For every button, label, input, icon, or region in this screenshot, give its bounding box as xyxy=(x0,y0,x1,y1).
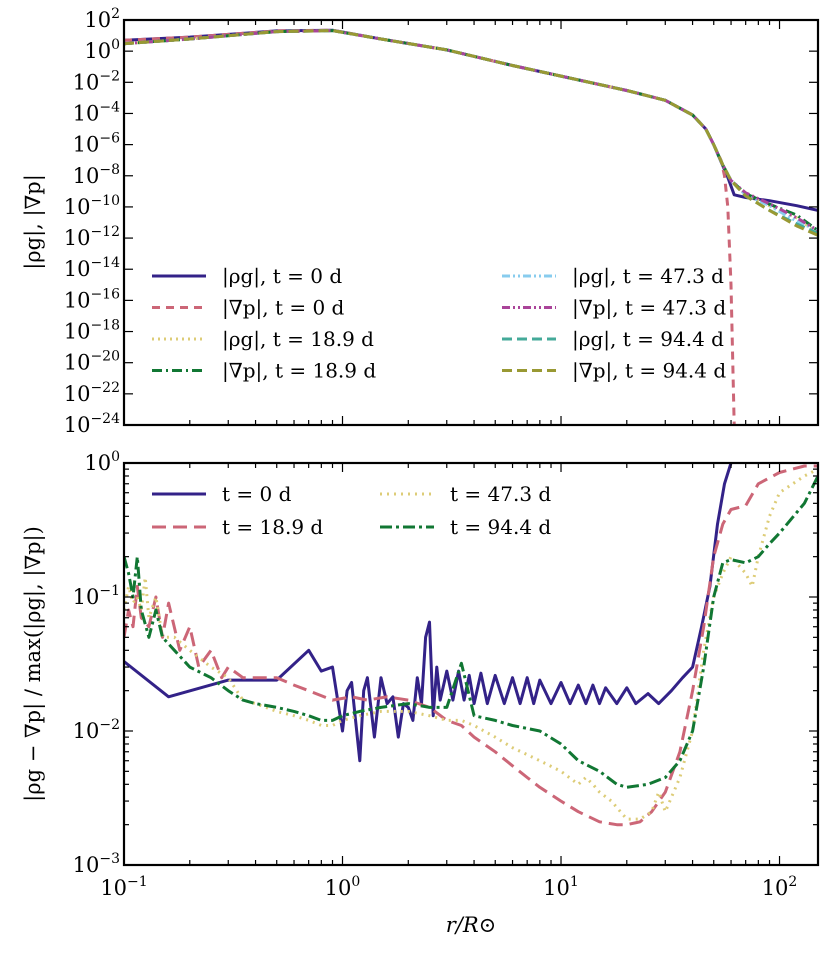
top-ytick-label: 10−22 xyxy=(64,380,120,406)
top-series-line-6 xyxy=(124,29,818,235)
top-legend-label: |ρg|, t = 47.3 d xyxy=(572,264,724,289)
bottom-xtick-label: 102 xyxy=(762,874,798,900)
bottom-xtick-label: 100 xyxy=(325,874,361,900)
bottom-legend-label: t = 47.3 d xyxy=(450,482,551,506)
top-ytick-label: 10−18 xyxy=(64,318,120,344)
top-ytick-label: 10−14 xyxy=(64,255,120,281)
top-ytick-label: 10−24 xyxy=(64,411,120,437)
top-ytick-label: 100 xyxy=(84,37,120,63)
top-ytick-label: 102 xyxy=(84,6,120,32)
top-ytick-label: 10−20 xyxy=(64,349,120,375)
top-ytick-label: 10−6 xyxy=(73,131,120,157)
top-legend-label: |ρg|, t = 0 d xyxy=(222,264,342,289)
top-series-line-4 xyxy=(124,29,818,232)
bottom-legend-label: t = 94.4 d xyxy=(450,515,551,539)
bottom-ytick-label: 10−2 xyxy=(73,717,120,743)
top-legend-label: |ρg|, t = 94.4 d xyxy=(572,327,724,352)
bottom-xtick-label: 101 xyxy=(543,874,579,900)
bottom-xlabel: r/R⊙ xyxy=(446,913,497,937)
top-series-line-3 xyxy=(124,29,818,232)
top-series-line-7 xyxy=(124,29,818,237)
top-ytick-label: 10−12 xyxy=(64,224,120,250)
bottom-series-line-1 xyxy=(124,464,818,827)
bottom-ytick-label: 10−3 xyxy=(73,851,120,877)
top-panel: 102 100 10−2 10−4 10−6 10−8 10−10 10−12 10−14 10−… xyxy=(21,6,820,437)
bottom-panel: 10−1 100 101 102 100 10−1 10−2 10−3 |ρg − ∇p| /… xyxy=(21,449,820,937)
top-ytick-label: 10−10 xyxy=(64,193,120,219)
bottom-axes-frame xyxy=(122,461,820,867)
bottom-legend-label: t = 18.9 d xyxy=(222,515,323,539)
top-ytick-label: 10−16 xyxy=(64,286,120,312)
top-legend: |ρg|, t = 0 d |∇p|, t = 0 d |ρg|, t = 18.9… xyxy=(152,264,726,384)
top-tick-group: 102 100 10−2 10−4 10−6 10−8 10−10 10−12 10−14 10−… xyxy=(64,6,818,437)
top-series-group xyxy=(124,28,818,425)
bottom-tick-group: 10−1 100 101 102 100 10−1 10−2 10−3 xyxy=(73,449,818,900)
bottom-ytick-label: 100 xyxy=(84,449,120,475)
top-series-line-5 xyxy=(124,29,818,232)
top-legend-label: |∇p|, t = 47.3 d xyxy=(572,296,726,321)
top-series-line-0 xyxy=(124,28,818,212)
top-ylabel: |ρg|, |∇p| xyxy=(21,174,46,270)
bottom-legend-label: t = 0 d xyxy=(222,482,292,506)
bottom-ytick-label: 10−1 xyxy=(73,583,120,609)
top-axes-frame xyxy=(122,18,820,427)
bottom-series-group xyxy=(124,463,818,827)
top-ytick-label: 10−8 xyxy=(73,162,120,188)
top-ytick-label: 10−4 xyxy=(73,99,120,125)
bottom-series-line-3 xyxy=(124,475,818,789)
bottom-legend: t = 0 d t = 18.9 d t = 47.3 d t = 94.4 d xyxy=(152,482,551,539)
bottom-series-line-0 xyxy=(124,463,733,763)
top-legend-label: |∇p|, t = 94.4 d xyxy=(572,359,726,384)
top-legend-label: |∇p|, t = 18.9 d xyxy=(222,359,376,384)
bottom-xtick-label: 10−1 xyxy=(100,874,147,900)
top-ytick-label: 10−2 xyxy=(73,68,120,94)
top-legend-label: |∇p|, t = 0 d xyxy=(222,296,345,321)
top-series-line-2 xyxy=(124,29,818,235)
top-legend-label: |ρg|, t = 18.9 d xyxy=(222,327,374,352)
bottom-ylabel: |ρg − ∇p| / max(|ρg|, |∇p|) xyxy=(21,526,46,802)
